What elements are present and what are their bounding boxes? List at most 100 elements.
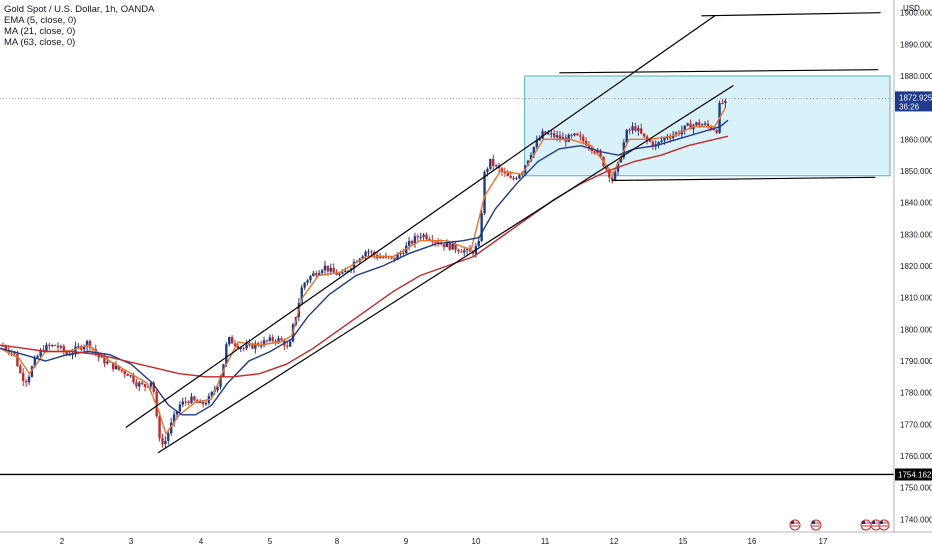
candle-body[interactable]	[613, 171, 617, 181]
candle-body[interactable]	[27, 376, 31, 383]
candle-body[interactable]	[230, 337, 234, 344]
candle-body[interactable]	[216, 386, 219, 391]
candle-body[interactable]	[24, 381, 28, 383]
candle-body[interactable]	[605, 166, 608, 170]
candle-body[interactable]	[550, 133, 553, 135]
candle-body[interactable]	[370, 251, 373, 253]
candle-body[interactable]	[439, 243, 443, 245]
candle-body[interactable]	[393, 257, 396, 261]
candle-body[interactable]	[152, 382, 155, 392]
candle-body[interactable]	[254, 343, 257, 349]
candle-body[interactable]	[48, 344, 51, 347]
candle-body[interactable]	[573, 133, 576, 136]
candle-body[interactable]	[532, 146, 536, 156]
candle-body[interactable]	[303, 282, 306, 288]
candle-body[interactable]	[306, 280, 309, 283]
resistance-line-mid[interactable]	[559, 69, 878, 74]
ma63-line[interactable]	[0, 135, 729, 378]
candle-body[interactable]	[82, 346, 86, 350]
last-price-tag[interactable]	[895, 91, 932, 112]
candle-body[interactable]	[277, 338, 280, 342]
price-axis[interactable]: 1740.000 1750.000 1760.000 1770.000 1780.000…	[900, 9, 932, 525]
candle-body[interactable]	[558, 135, 562, 139]
candle-body[interactable]	[599, 150, 602, 157]
candle-body[interactable]	[492, 158, 495, 166]
candle-body[interactable]	[509, 176, 512, 178]
candle-body[interactable]	[178, 404, 182, 412]
candle-body[interactable]	[332, 267, 335, 273]
candle-body[interactable]	[402, 252, 405, 254]
candle-body[interactable]	[410, 240, 414, 244]
candle-body[interactable]	[378, 257, 382, 259]
candle-body[interactable]	[187, 401, 190, 403]
candle-body[interactable]	[56, 345, 60, 348]
candle-body[interactable]	[280, 338, 283, 341]
candle-body[interactable]	[286, 345, 289, 347]
candle-body[interactable]	[126, 374, 129, 376]
candle-body[interactable]	[199, 401, 202, 404]
candle-body[interactable]	[167, 433, 170, 441]
candle-body[interactable]	[201, 401, 205, 405]
ma21-line[interactable]	[0, 119, 729, 416]
candle-body[interactable]	[515, 178, 518, 180]
candle-body[interactable]	[132, 375, 135, 383]
candle-body[interactable]	[53, 345, 57, 347]
candle-body[interactable]	[457, 249, 460, 252]
candle-body[interactable]	[120, 369, 124, 372]
candle-body[interactable]	[228, 337, 231, 345]
symbol-title[interactable]: Gold Spot / U.S. Dollar, 1h, OANDA	[4, 4, 155, 15]
candle-body[interactable]	[561, 137, 565, 139]
candle-body[interactable]	[463, 250, 466, 253]
candle-body[interactable]	[683, 125, 686, 131]
candle-body[interactable]	[500, 168, 504, 172]
candle-body[interactable]	[698, 122, 701, 126]
candle-body[interactable]	[262, 340, 266, 346]
candle-body[interactable]	[518, 175, 521, 179]
candle-body[interactable]	[538, 138, 541, 141]
event-flag-icon[interactable]	[810, 519, 822, 531]
candle-body[interactable]	[715, 130, 718, 133]
candle-body[interactable]	[695, 122, 698, 126]
candle-body[interactable]	[62, 346, 66, 352]
candle-body[interactable]	[88, 341, 92, 348]
candle-body[interactable]	[33, 357, 37, 367]
channel-lower-trendline[interactable]	[157, 84, 734, 454]
candle-body[interactable]	[689, 123, 692, 130]
candle-body[interactable]	[85, 341, 89, 347]
candle-body[interactable]	[625, 129, 628, 143]
candle-body[interactable]	[642, 133, 646, 137]
candle-body[interactable]	[442, 244, 446, 248]
candle-body[interactable]	[114, 365, 118, 370]
candle-body[interactable]	[503, 171, 507, 174]
candle-body[interactable]	[97, 353, 100, 358]
candle-body[interactable]	[552, 133, 556, 138]
candle-body[interactable]	[265, 340, 269, 342]
candle-body[interactable]	[640, 128, 643, 134]
resistance-line-top[interactable]	[701, 12, 881, 17]
candle-body[interactable]	[434, 241, 437, 243]
candle-body[interactable]	[129, 375, 132, 377]
candle-body[interactable]	[111, 362, 115, 370]
candle-body[interactable]	[335, 272, 338, 276]
candle-body[interactable]	[236, 345, 240, 349]
candle-body[interactable]	[169, 422, 173, 434]
candle-body[interactable]	[471, 251, 475, 254]
candle-body[interactable]	[242, 347, 245, 349]
candle-body[interactable]	[596, 150, 599, 153]
indicator-ma63[interactable]: MA (63, close, 0)	[4, 37, 76, 48]
candle-body[interactable]	[448, 242, 451, 250]
candle-body[interactable]	[579, 135, 582, 137]
candle-body[interactable]	[30, 366, 34, 377]
candle-body[interactable]	[245, 344, 248, 349]
candle-body[interactable]	[477, 241, 480, 246]
candle-body[interactable]	[315, 273, 318, 276]
candle-body[interactable]	[175, 411, 179, 415]
candle-body[interactable]	[544, 131, 547, 134]
candle-body[interactable]	[329, 267, 332, 272]
indicator-ema[interactable]: EMA (5, close, 0)	[4, 15, 77, 26]
candle-body[interactable]	[619, 157, 623, 163]
candle-body[interactable]	[190, 396, 193, 403]
channel-upper-trendline[interactable]	[125, 15, 716, 428]
candle-body[interactable]	[506, 173, 509, 177]
